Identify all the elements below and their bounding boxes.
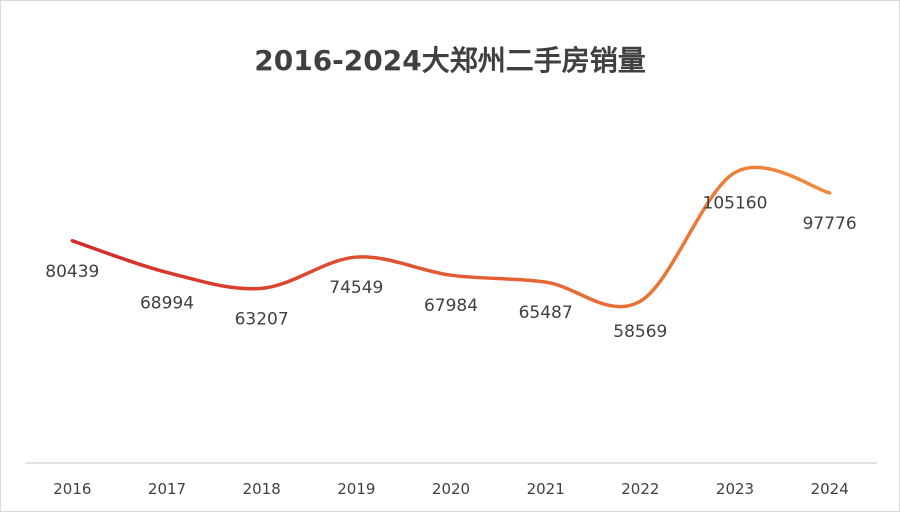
x-tick-group: 2016 2017 2018 2019 2020 2021 2022 2023 2024 [53,480,849,498]
data-label-2016: 80439 [45,262,99,282]
x-tick-label-2024: 2024 [811,480,849,498]
x-tick-label-2017: 2017 [148,480,186,498]
data-label-2023: 105160 [703,193,768,213]
data-label-2021: 65487 [519,303,573,323]
data-label-group: 80439 68994 63207 74549 67984 65487 58569 10516… [45,193,856,342]
x-tick-label-2020: 2020 [432,480,470,498]
data-label-2019: 74549 [329,278,383,298]
x-tick-label-2021: 2021 [527,480,565,498]
data-label-2017: 68994 [140,293,194,313]
series-line [70,165,832,309]
x-tick-label-2019: 2019 [337,480,375,498]
x-tick-label-2022: 2022 [621,480,659,498]
x-tick-label-2016: 2016 [53,480,91,498]
data-label-2018: 63207 [235,309,289,329]
chart-title: 2016-2024大郑州二手房销量 [254,44,646,77]
x-tick-label-2018: 2018 [243,480,281,498]
data-label-2022: 58569 [613,322,667,342]
x-tick-label-2023: 2023 [716,480,754,498]
data-label-2024: 97776 [803,214,857,234]
data-label-2020: 67984 [424,296,478,316]
series-line-group [70,165,832,309]
